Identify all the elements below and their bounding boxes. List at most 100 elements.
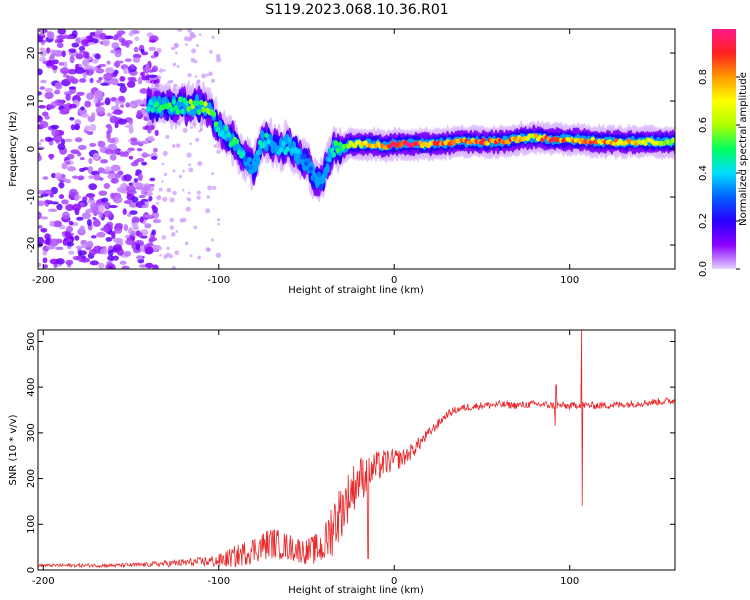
noise-blob	[84, 125, 92, 132]
noise-dot	[167, 80, 171, 84]
noise-blob	[109, 153, 117, 161]
ridge-mark	[331, 151, 337, 158]
noise-dot	[198, 129, 202, 133]
noise-blob	[110, 177, 120, 184]
noise-blob	[65, 259, 74, 266]
noise-dot	[198, 33, 202, 36]
ridge-mark	[213, 121, 219, 127]
noise-dot	[205, 247, 211, 252]
noise-blob	[89, 123, 97, 132]
ridge-mark	[169, 106, 174, 113]
noise-blob	[107, 266, 114, 269]
noise-dot	[170, 46, 174, 50]
colorbar-ticks: 0.0 0.2 0.4 0.6 0.8	[698, 69, 740, 277]
noise-blob	[125, 42, 130, 48]
ridge-mark	[180, 108, 185, 115]
noise-blob	[98, 210, 104, 219]
noise-blob	[88, 157, 93, 164]
noise-dot	[182, 169, 185, 173]
noise-dot	[156, 201, 159, 205]
noise-blob	[75, 245, 83, 250]
spectrogram-heatmap	[38, 29, 675, 269]
noise-dot	[194, 60, 198, 64]
spectrogram-y-tick-label: 0	[26, 146, 37, 152]
noise-blob	[44, 87, 54, 93]
noise-blob	[68, 250, 75, 255]
noise-dot	[187, 72, 192, 78]
noise-dot	[213, 144, 218, 148]
spectrogram-x-ticks: -200 -100 0 100	[32, 29, 579, 286]
ridge-mark	[266, 138, 271, 145]
ridge-mark	[588, 140, 593, 145]
noise-blob	[80, 106, 85, 111]
noise-dot	[165, 134, 170, 140]
noise-blob	[42, 250, 48, 256]
ridge-mark	[154, 101, 160, 107]
noise-blob	[63, 61, 68, 69]
ridge-mark	[264, 132, 269, 139]
noise-blob	[144, 262, 154, 269]
ridge-mark	[306, 157, 311, 164]
noise-blob	[38, 225, 43, 229]
ridge-mark	[211, 111, 217, 117]
noise-dot	[171, 232, 176, 237]
noise-dot	[169, 217, 175, 223]
noise-blob	[139, 88, 149, 94]
spectrogram-x-axis-label: Height of straight line (km)	[288, 285, 424, 296]
noise-blob	[136, 147, 143, 152]
spectrogram-y-axis-label: Frequency (Hz)	[8, 111, 19, 187]
noise-blob	[124, 234, 131, 239]
noise-blob	[138, 232, 143, 238]
noise-blob	[70, 124, 76, 131]
snr-y-tick-label: 300	[26, 423, 37, 442]
noise-blob	[82, 51, 88, 58]
noise-blob	[89, 142, 97, 148]
spectrogram-x-tick-label: 0	[391, 275, 397, 286]
noise-blob	[153, 147, 158, 153]
ridge-mark	[186, 106, 191, 112]
noise-blob	[91, 112, 96, 120]
ridge-mark	[167, 102, 172, 108]
noise-blob	[40, 193, 49, 197]
noise-dot	[211, 172, 215, 176]
noise-dot	[163, 254, 168, 259]
colorbar-tick-label: 0.0	[698, 261, 709, 277]
noise-dot	[217, 222, 220, 226]
noise-dot	[209, 49, 213, 54]
noise-blob	[148, 46, 157, 51]
noise-blob	[41, 111, 49, 117]
noise-blob	[138, 194, 146, 199]
noise-blob	[119, 260, 127, 265]
noise-blob	[141, 204, 149, 209]
noise-blob	[133, 221, 139, 229]
noise-blob	[57, 35, 66, 41]
noise-blob	[86, 208, 93, 213]
noise-blob	[120, 104, 125, 108]
ridge-mark	[171, 98, 177, 105]
noise-blob	[140, 198, 149, 203]
noise-blob	[140, 71, 145, 77]
noise-dot	[215, 57, 222, 63]
ridge-mark	[356, 140, 362, 145]
noise-blob	[45, 60, 55, 67]
ridge-mark	[485, 141, 490, 146]
noise-blob	[66, 241, 75, 247]
noise-dot	[172, 62, 177, 67]
ridge-mark	[226, 131, 231, 138]
noise-blob	[137, 76, 143, 85]
noise-blob	[151, 204, 156, 210]
noise-dot	[175, 230, 179, 233]
noise-blob	[147, 127, 152, 134]
noise-blob	[76, 216, 84, 221]
noise-blob	[152, 264, 159, 269]
noise-blob	[96, 231, 106, 238]
ridge-mark	[279, 147, 284, 153]
noise-blob	[68, 86, 77, 90]
noise-blob	[135, 243, 141, 251]
ridge-mark	[177, 96, 183, 103]
ridge-mark	[222, 133, 227, 140]
noise-blob	[78, 78, 87, 83]
noise-blob	[123, 174, 132, 182]
noise-dot	[208, 71, 213, 77]
noise-blob	[93, 218, 99, 225]
